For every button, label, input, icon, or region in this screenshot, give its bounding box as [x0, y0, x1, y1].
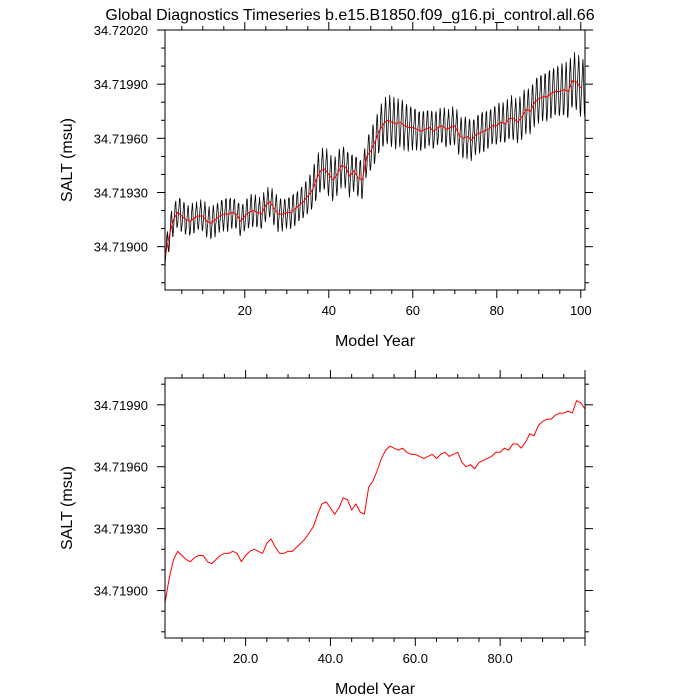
y-axis-title: SALT (msu) [59, 466, 76, 550]
x-tick-label: 40.0 [318, 651, 343, 666]
y-tick-label: 34.71960 [94, 460, 148, 475]
panel-monthly-and-annual: 34.71900 34.71930 34.71960 34.71990 34.72020… [59, 22, 593, 350]
y-tick-label: 34.72020 [94, 23, 148, 38]
x-tick-label: 20.0 [233, 651, 258, 666]
series-group [164, 400, 586, 604]
panel-annual-mean: 34.71900 34.71930 34.71960 34.71990 20.0 40.… [59, 370, 593, 698]
y-axis-title: SALT (msu) [59, 118, 76, 202]
series-annual-mean-line [164, 400, 586, 604]
y-tick-label: 34.71990 [94, 398, 148, 413]
x-tick-label: 100 [570, 303, 592, 318]
y-tick-marks [157, 29, 593, 284]
x-tick-label: 80.0 [487, 651, 512, 666]
x-tick-marks [181, 370, 586, 646]
x-tick-label: 60.0 [403, 651, 428, 666]
y-tick-labels: 34.71900 34.71930 34.71960 34.71990 [94, 398, 148, 599]
x-tick-labels: 20 40 60 80 100 [238, 303, 592, 318]
x-tick-labels: 20.0 40.0 60.0 80.0 [233, 651, 513, 666]
y-tick-label: 34.71930 [94, 186, 148, 201]
y-tick-label: 34.71960 [94, 131, 148, 146]
x-tick-label: 60 [406, 303, 420, 318]
x-axis-title: Model Year [335, 333, 416, 350]
y-tick-labels: 34.71900 34.71930 34.71960 34.71990 34.72020 [94, 23, 148, 255]
plot-frame [164, 29, 586, 291]
y-tick-label: 34.71990 [94, 77, 148, 92]
y-tick-marks [157, 383, 593, 633]
x-axis-title: Model Year [335, 681, 416, 698]
x-tick-label: 80 [490, 303, 504, 318]
y-tick-label: 34.71930 [94, 522, 148, 537]
y-tick-label: 34.71900 [94, 584, 148, 599]
series-annual-mean-line [164, 80, 582, 258]
x-tick-label: 20 [238, 303, 252, 318]
x-tick-marks [181, 22, 582, 298]
series-group [164, 52, 586, 269]
plot-frame [164, 377, 586, 639]
series-monthly-line [164, 52, 586, 269]
figure-title: Global Diagnostics Timeseries b.e15.B185… [105, 7, 594, 24]
y-tick-label: 34.71900 [94, 240, 148, 255]
x-tick-label: 40 [322, 303, 336, 318]
